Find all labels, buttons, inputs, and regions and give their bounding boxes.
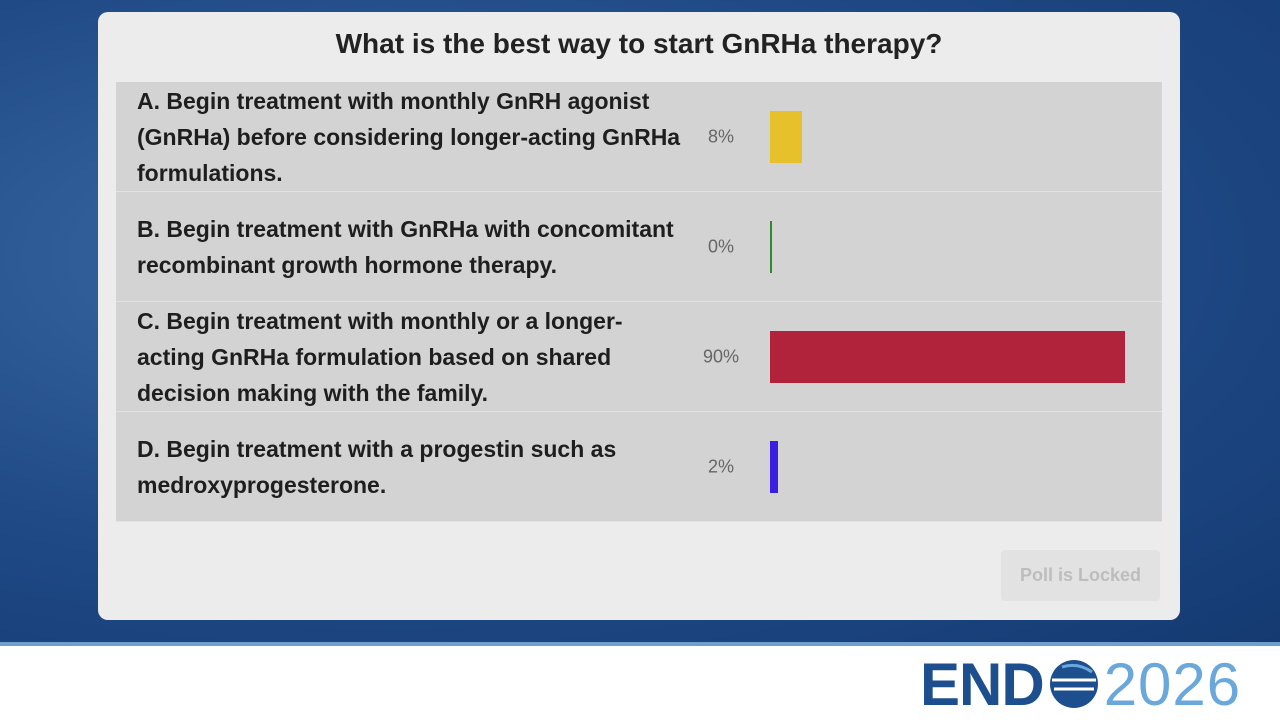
logo: END 2026 — [920, 650, 1242, 718]
bar — [770, 440, 778, 493]
poll-row: D. Begin treatment with a progestin such… — [116, 412, 1162, 522]
poll-row: A. Begin treatment with monthly GnRH ago… — [116, 82, 1162, 192]
option-label: A. Begin treatment with monthly GnRH ago… — [137, 87, 681, 186]
logo-globe — [1049, 660, 1098, 708]
value-label: 2% — [707, 456, 734, 476]
option-label: C. Begin treatment with monthly or a lon… — [137, 307, 623, 406]
bar — [770, 110, 802, 163]
poll-row: B. Begin treatment with GnRHa with conco… — [116, 192, 1162, 302]
poll-row: C. Begin treatment with monthly or a lon… — [116, 302, 1162, 412]
logo-text: END — [920, 650, 1045, 718]
bar — [770, 330, 1125, 383]
value-label: 8% — [707, 126, 734, 146]
value-label: 90% — [702, 346, 740, 366]
poll-card: What is the best way to start GnRHa ther… — [98, 12, 1180, 620]
logo-year: 2026 — [1103, 650, 1242, 718]
locked-button: Poll is Locked — [1001, 550, 1160, 601]
option-label: B. Begin treatment with GnRHa with conco… — [137, 215, 674, 278]
option-label: D. Begin treatment with a progestin such… — [137, 435, 617, 498]
poll-results: A. Begin treatment with monthly GnRH ago… — [116, 82, 1162, 522]
poll-title: What is the best way to start GnRHa ther… — [335, 28, 943, 59]
value-label: 0% — [707, 236, 734, 256]
bar — [770, 220, 772, 273]
